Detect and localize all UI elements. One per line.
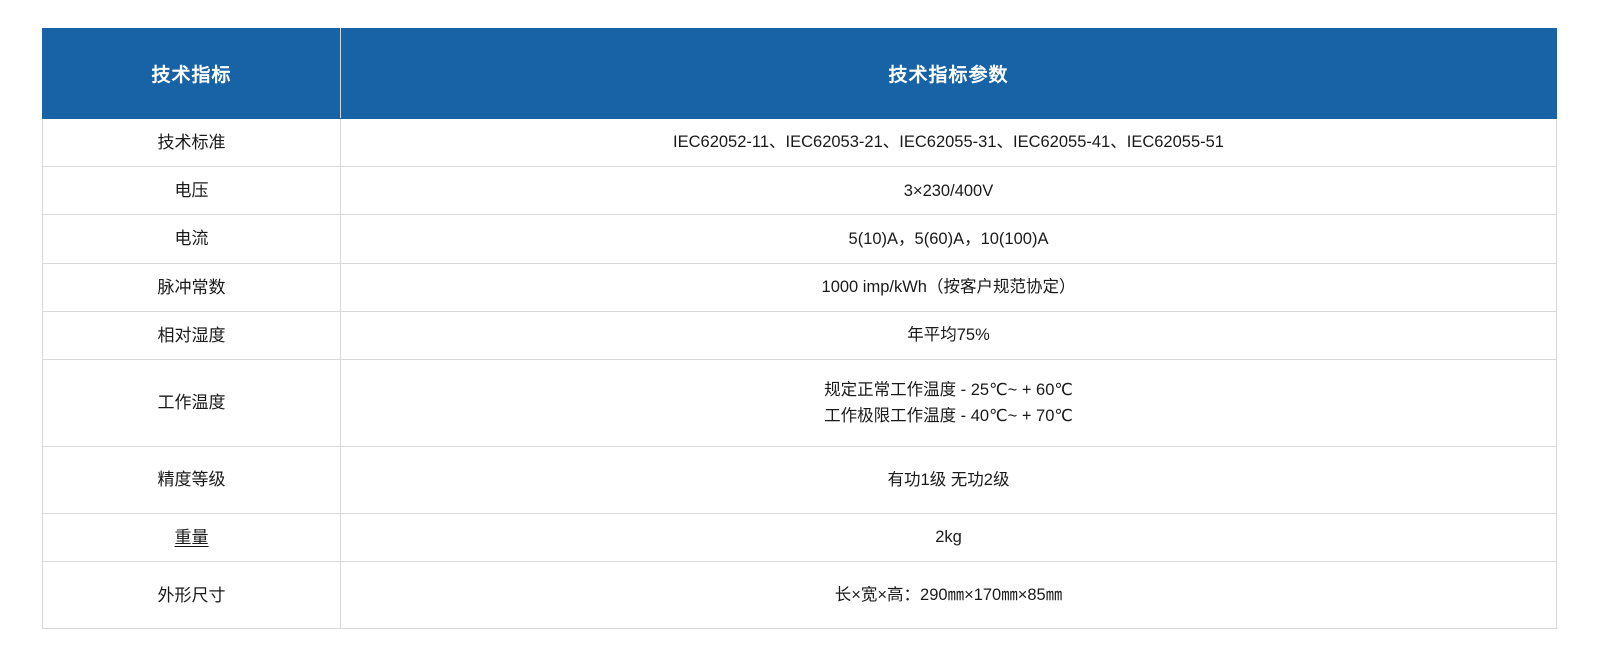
row-label-text: 精度等级 <box>157 470 226 490</box>
row-label-cell: 电流 <box>42 214 341 264</box>
column-header-technical-parameters: 技术指标参数 <box>340 28 1557 119</box>
row-value-cell: 2kg <box>340 512 1557 563</box>
row-value-line: 工作极限工作温度 - 40℃~ + 70℃ <box>824 406 1073 425</box>
row-label-cell: 重量 <box>42 512 341 563</box>
row-value-cell: 规定正常工作温度 - 25℃~ + 60℃ 工作极限工作温度 - 40℃~ + 7… <box>340 358 1557 447</box>
row-value-cell: 长×宽×高：290㎜×170㎜×85㎜ <box>340 561 1557 630</box>
row-value-line: 1000 imp/kWh（按客户规范协定） <box>821 277 1076 296</box>
row-label-cell: 电压 <box>42 166 341 216</box>
table-row: 脉冲常数 1000 imp/kWh（按客户规范协定） <box>42 262 1557 312</box>
row-label-text: 相对湿度 <box>157 325 226 345</box>
row-label-cell: 工作温度 <box>42 358 341 447</box>
table-row: 相对湿度 年平均75% <box>42 310 1557 360</box>
specification-table-container: 技术指标 技术指标参数 技术标准 IEC62052-11、IEC62053-21、… <box>42 28 1557 630</box>
row-value-line: 有功1级 无功2级 <box>887 470 1010 489</box>
row-label-cell: 相对湿度 <box>42 310 341 360</box>
row-label-text: 电压 <box>174 181 209 201</box>
row-value-cell: 5(10)A，5(60)A，10(100)A <box>340 214 1557 264</box>
row-value-cell: 年平均75% <box>340 310 1557 360</box>
row-label-cell: 外形尺寸 <box>42 561 341 630</box>
table-row: 外形尺寸 长×宽×高：290㎜×170㎜×85㎜ <box>42 561 1557 630</box>
row-value-cell: 3×230/400V <box>340 166 1557 216</box>
table-row: 电流 5(10)A，5(60)A，10(100)A <box>42 214 1557 264</box>
table-header: 技术指标 技术指标参数 <box>42 28 1557 119</box>
table-body: 技术标准 IEC62052-11、IEC62053-21、IEC62055-31、… <box>42 117 1557 630</box>
row-value-line: 年平均75% <box>907 326 990 345</box>
table-row: 电压 3×230/400V <box>42 166 1557 216</box>
table-row: 工作温度 规定正常工作温度 - 25℃~ + 60℃ 工作极限工作温度 - 40℃~… <box>42 358 1557 447</box>
row-label-text: 重量 <box>174 527 209 547</box>
row-label-text: 外形尺寸 <box>157 585 226 605</box>
column-header-technical-indicator: 技术指标 <box>42 28 341 119</box>
row-value-line: IEC62052-11、IEC62053-21、IEC62055-31、IEC6… <box>673 133 1224 152</box>
row-value-line: 5(10)A，5(60)A，10(100)A <box>848 229 1049 248</box>
table-row: 技术标准 IEC62052-11、IEC62053-21、IEC62055-31、… <box>42 117 1557 168</box>
row-value-line: 长×宽×高：290㎜×170㎜×85㎜ <box>834 585 1063 604</box>
row-label-cell: 脉冲常数 <box>42 262 341 312</box>
row-label-text: 技术标准 <box>157 133 226 152</box>
row-label-cell: 技术标准 <box>42 117 341 168</box>
table-row: 精度等级 有功1级 无功2级 <box>42 445 1557 514</box>
row-label-cell: 精度等级 <box>42 445 341 514</box>
row-label-text: 工作温度 <box>157 393 226 413</box>
row-label-text: 脉冲常数 <box>157 277 226 297</box>
row-label-text: 电流 <box>174 229 209 249</box>
row-value-line: 规定正常工作温度 - 25℃~ + 60℃ <box>824 380 1073 399</box>
row-value-cell: IEC62052-11、IEC62053-21、IEC62055-31、IEC6… <box>340 117 1557 168</box>
row-value-cell: 有功1级 无功2级 <box>340 445 1557 514</box>
row-value-cell: 1000 imp/kWh（按客户规范协定） <box>340 262 1557 312</box>
table-header-row: 技术指标 技术指标参数 <box>42 28 1557 119</box>
row-value-line: 2kg <box>935 528 962 547</box>
table-row: 重量 2kg <box>42 512 1557 563</box>
specification-table: 技术指标 技术指标参数 技术标准 IEC62052-11、IEC62053-21、… <box>42 28 1557 630</box>
row-value-line: 3×230/400V <box>903 181 994 200</box>
